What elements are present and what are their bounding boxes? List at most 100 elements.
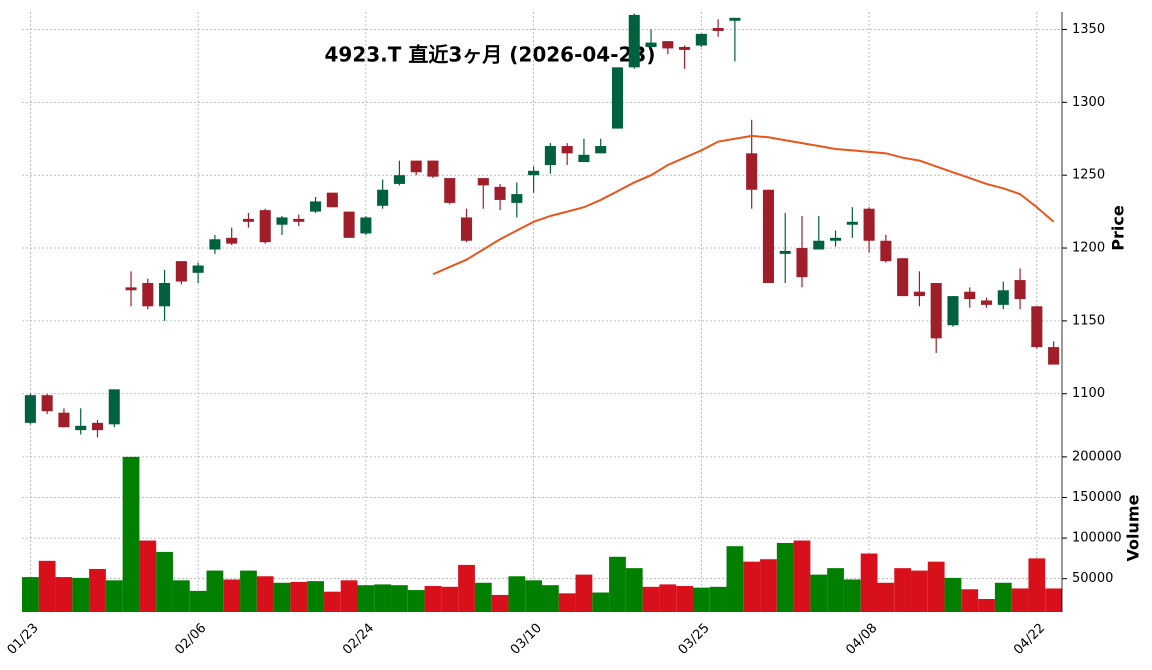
- candle-body: [24, 395, 36, 423]
- x-tick-label: 02/06: [172, 621, 209, 658]
- volume-bar: [156, 551, 173, 612]
- volume-bar: [743, 561, 761, 612]
- volume-bar: [726, 546, 744, 612]
- chart-title: 4923.T 直近3ヶ月 (2026-04-23): [325, 43, 656, 67]
- candle-body: [1048, 347, 1060, 365]
- y-axis-label: Price: [1109, 205, 1128, 251]
- candle-body: [377, 189, 389, 206]
- candle-body: [326, 192, 338, 208]
- candle-body: [142, 282, 154, 307]
- volume-bar: [609, 556, 626, 612]
- volume-bar: [38, 560, 56, 612]
- candle-body: [58, 412, 70, 428]
- volume-bar: [575, 574, 593, 612]
- volume-bar: [424, 586, 442, 612]
- candle-body: [897, 258, 909, 297]
- candle-body: [846, 221, 858, 225]
- volume-bar: [122, 456, 140, 612]
- volume-bar: [273, 582, 291, 612]
- volume-bar: [1045, 588, 1062, 612]
- volume-bar: [894, 568, 912, 612]
- candle-body: [762, 189, 774, 283]
- candle-body: [276, 217, 288, 225]
- volume-tick-label: 50000: [1072, 571, 1113, 586]
- volume-tick-label: 100000: [1072, 531, 1122, 546]
- volume-bar: [223, 579, 241, 612]
- volume-bar: [877, 582, 895, 612]
- candle-body: [712, 28, 724, 31]
- volume-bar: [374, 584, 392, 612]
- volume-bar: [558, 593, 576, 612]
- candle-body: [125, 287, 137, 291]
- candle-body: [259, 210, 271, 243]
- candle-body: [511, 194, 523, 203]
- candle-body: [913, 291, 925, 297]
- candle-body: [226, 237, 238, 244]
- volume-bar: [709, 586, 727, 612]
- y-tick-label: 1350: [1072, 22, 1105, 37]
- candle-body: [863, 208, 875, 241]
- x-tick-label: 04/22: [1011, 621, 1048, 658]
- volume-bar: [474, 582, 492, 612]
- candle-body: [91, 422, 104, 431]
- candle-body: [75, 425, 87, 431]
- y-tick-label: 1100: [1072, 386, 1105, 401]
- x-tick-label: 02/24: [340, 621, 377, 658]
- volume-bar: [760, 559, 777, 612]
- volume-bar: [860, 553, 878, 612]
- volume-bar: [625, 568, 643, 612]
- candle-body: [611, 67, 624, 129]
- volume-bar: [642, 586, 660, 612]
- candle-body: [175, 261, 187, 282]
- volume-bar: [659, 584, 677, 612]
- candle-body: [964, 291, 976, 300]
- volume-bar: [458, 564, 475, 612]
- volume-bar: [592, 592, 610, 612]
- candle-body: [544, 146, 556, 165]
- x-tick-label: 01/23: [5, 621, 42, 658]
- volume-bar: [55, 577, 73, 612]
- volume-axis-label: Volume: [1124, 494, 1143, 561]
- candle-body: [796, 248, 808, 278]
- candle-body: [930, 282, 942, 339]
- candle-body: [528, 170, 540, 176]
- volume-bar: [692, 587, 710, 612]
- volume-bar: [776, 542, 794, 612]
- candle-body: [729, 17, 741, 21]
- volume-bar: [525, 580, 542, 612]
- candle-body: [310, 201, 322, 212]
- candle-body: [159, 282, 171, 307]
- candle-body: [1014, 280, 1026, 300]
- candle-body: [108, 389, 120, 425]
- y-tick-label: 1200: [1072, 241, 1105, 256]
- volume-bar: [323, 591, 341, 612]
- candle-body: [1031, 306, 1043, 348]
- candle-body: [192, 265, 204, 273]
- candle-body: [695, 33, 707, 46]
- volume-bar: [994, 582, 1012, 612]
- volume-bar: [1028, 558, 1046, 612]
- volume-bar: [407, 590, 425, 612]
- volume-bar: [441, 586, 459, 612]
- volume-bar: [491, 594, 509, 612]
- x-tick-label: 04/08: [843, 621, 880, 658]
- volume-bar: [172, 580, 190, 612]
- volume-bar: [944, 577, 962, 612]
- candle-body: [343, 211, 355, 238]
- candle-body: [779, 250, 791, 254]
- candle-body: [209, 239, 221, 250]
- volume-bar: [978, 599, 995, 612]
- candle-body: [595, 146, 607, 154]
- candle-body: [460, 217, 473, 241]
- volume-bar: [105, 580, 123, 612]
- candle-body: [813, 240, 825, 250]
- volume-bar: [72, 577, 90, 612]
- candle-body: [477, 178, 489, 186]
- volume-bar: [357, 585, 375, 612]
- candle-body: [997, 290, 1009, 305]
- volume-bar: [827, 568, 844, 612]
- y-tick-label: 1250: [1072, 168, 1105, 183]
- candle-body: [645, 42, 657, 47]
- volume-bar: [22, 577, 39, 612]
